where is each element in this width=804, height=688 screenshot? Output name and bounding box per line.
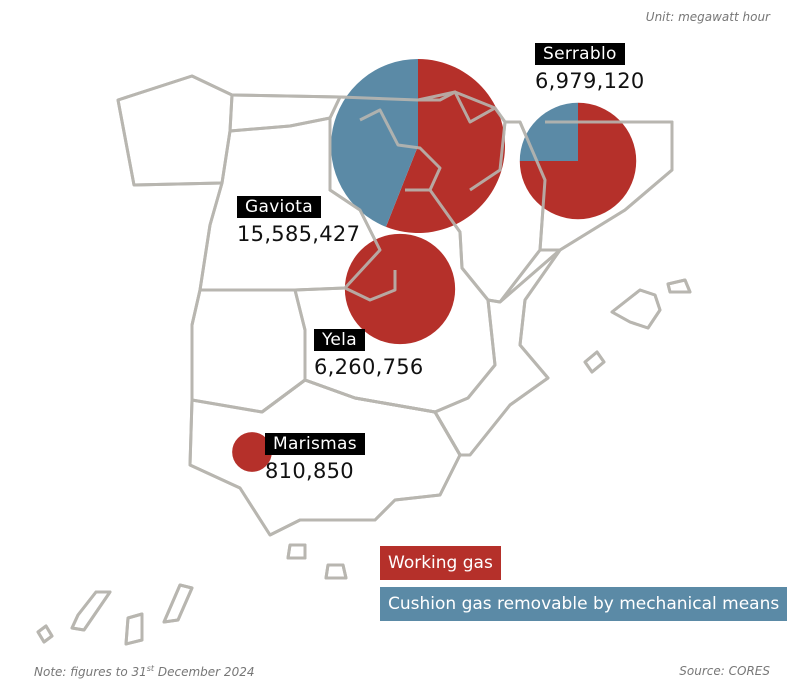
island-ibiza-overlay (583, 350, 606, 374)
region-galicia-overlay (116, 74, 234, 187)
legend-working-gas: Working gas (380, 546, 501, 580)
unit-note: Unit: megawatt hour (645, 10, 770, 24)
source-note: Source: CORES (679, 664, 770, 678)
region-andalusia-overlay (188, 378, 462, 537)
serrablo-name: Serrablo (535, 43, 625, 65)
region-madrid-overlay (344, 270, 397, 302)
footnote-sup: st (146, 664, 155, 673)
region-galicia (116, 74, 234, 187)
region-navarra-overlay (418, 90, 507, 192)
serrablo-value: 6,979,120 (535, 69, 645, 93)
island-mallorca-overlay (610, 288, 662, 330)
island-lanzarote-overlay (162, 583, 194, 624)
footnote-suffix: December 2024 (154, 665, 255, 679)
gaviota-value: 15,585,427 (237, 222, 361, 246)
yela-name: Yela (314, 329, 365, 351)
footnote: Note: figures to 31st December 2024 (34, 664, 254, 679)
ceuta-overlay (286, 543, 307, 560)
map-borders-overlay (36, 74, 692, 646)
yela-label: Yela 6,260,756 (314, 329, 424, 380)
storage-pies (232, 59, 637, 472)
gaviota-cushion-gas-slice (331, 59, 418, 227)
serrablo-label: Serrablo 6,979,120 (535, 43, 645, 94)
region-catalonia-overlay (540, 120, 674, 252)
region-valencia-overlay (433, 248, 562, 457)
island-tenerife-overlay (36, 624, 54, 644)
melilla-overlay (324, 563, 348, 580)
gaviota-name: Gaviota (237, 196, 321, 218)
marismas-label: Marismas 810,850 (265, 433, 365, 484)
yela-working-gas-slice (344, 233, 456, 345)
gaviota-label: Gaviota 15,585,427 (237, 196, 360, 247)
island-gran-canaria-overlay (124, 612, 144, 646)
serrablo-cushion-gas-slice (519, 102, 578, 161)
marismas-value: 810,850 (265, 459, 354, 483)
island-fuerteventura-overlay (70, 590, 112, 632)
yela-value: 6,260,756 (314, 355, 424, 379)
footnote-prefix: Note: figures to 31 (34, 665, 147, 679)
marismas-name: Marismas (265, 433, 365, 455)
marismas-working-gas-slice (232, 432, 272, 472)
legend-cushion-gas: Cushion gas removable by mechanical mean… (380, 587, 788, 621)
island-menorca-overlay (666, 278, 692, 294)
region-asturias-overlay (229, 93, 342, 133)
region-murcia-overlay (433, 411, 462, 456)
